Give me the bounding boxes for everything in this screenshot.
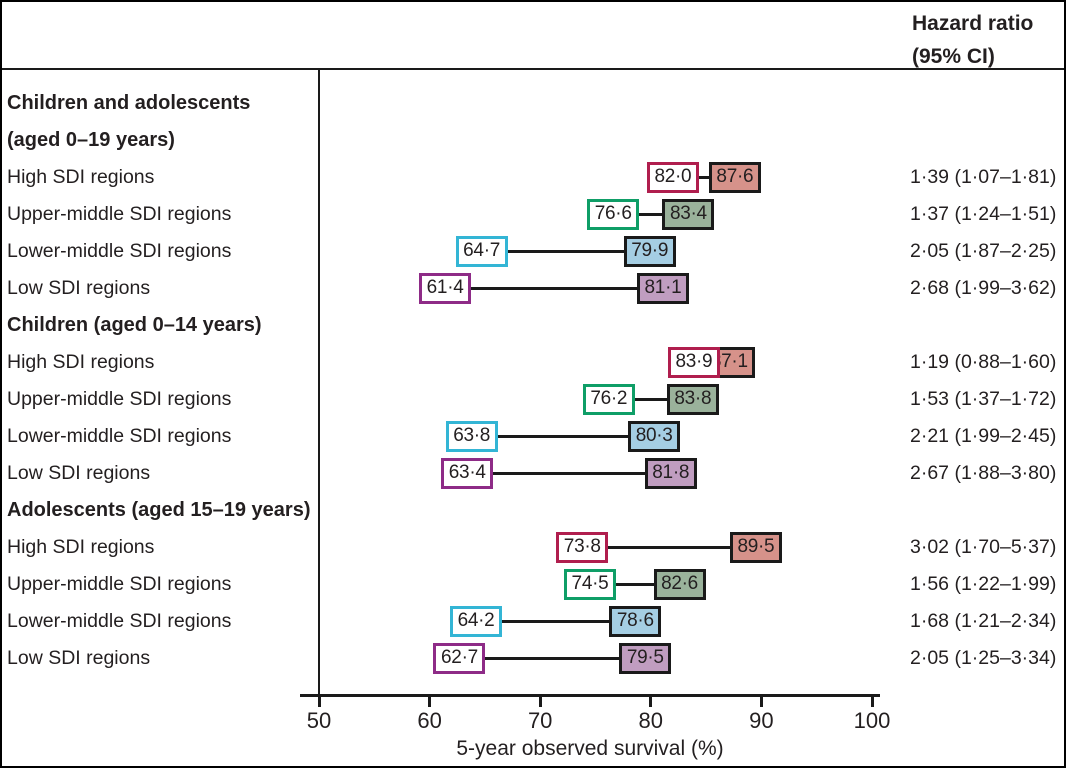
hazard-ratio-value: 2·05 (1·25–3·34) bbox=[910, 647, 1057, 669]
hazard-ratio-value: 1·68 (1·21–2·34) bbox=[910, 610, 1057, 632]
connector-line bbox=[471, 434, 655, 438]
connector-line bbox=[608, 397, 693, 401]
survival-box-start: 64·7 bbox=[455, 235, 508, 267]
group-header: Children and adolescents bbox=[7, 92, 251, 114]
survival-box-start: 63·8 bbox=[445, 420, 498, 452]
hazard-ratio-header-line2: (95% CI) bbox=[912, 45, 995, 68]
hazard-ratio-value: 2·68 (1·99–3·62) bbox=[910, 277, 1057, 299]
connector-line bbox=[672, 175, 735, 179]
hazard-ratio-value: 1·56 (1·22–1·99) bbox=[910, 573, 1057, 595]
row-label: Upper-middle SDI regions bbox=[7, 203, 232, 225]
survival-box-start: 64·2 bbox=[450, 605, 503, 637]
group-header: Children (aged 0–14 years) bbox=[7, 314, 262, 336]
header-divider-line bbox=[2, 68, 1064, 70]
survival-box-end: 81·1 bbox=[636, 272, 689, 304]
group-header: Adolescents (aged 15–19 years) bbox=[7, 499, 311, 521]
x-tick-label: 60 bbox=[417, 708, 442, 733]
connector-line bbox=[467, 471, 671, 475]
group-header: (aged 0–19 years) bbox=[7, 129, 175, 151]
hazard-ratio-value: 1·37 (1·24–1·51) bbox=[910, 203, 1057, 225]
hazard-ratio-header-line1: Hazard ratio bbox=[912, 12, 1034, 35]
row-label: Lower-middle SDI regions bbox=[7, 610, 232, 632]
row-label: Lower-middle SDI regions bbox=[7, 240, 232, 262]
row-label: High SDI regions bbox=[7, 351, 155, 373]
row-label: Low SDI regions bbox=[7, 277, 151, 299]
x-axis-title: 5-year observed survival (%) bbox=[456, 737, 724, 760]
hazard-ratio-value: 1·39 (1·07–1·81) bbox=[910, 166, 1057, 188]
x-axis-line bbox=[300, 694, 880, 697]
connector-line bbox=[589, 582, 680, 586]
x-tick bbox=[317, 697, 321, 707]
row-label: Low SDI regions bbox=[7, 647, 151, 669]
connector-line bbox=[613, 212, 689, 216]
hazard-ratio-column-header: Hazard ratio (95% CI) bbox=[912, 7, 1033, 73]
x-tick bbox=[538, 697, 542, 707]
survival-box-end: 79·9 bbox=[623, 235, 676, 267]
survival-box-start: 61·4 bbox=[419, 272, 472, 304]
hazard-ratio-value: 2·67 (1·88–3·80) bbox=[910, 462, 1057, 484]
x-tick-label: 70 bbox=[527, 708, 553, 733]
row-label: Low SDI regions bbox=[7, 462, 151, 484]
hazard-ratio-value: 1·53 (1·37–1·72) bbox=[910, 388, 1057, 410]
row-label: Upper-middle SDI regions bbox=[7, 573, 232, 595]
survival-box-end: 82·6 bbox=[653, 568, 706, 600]
connector-line bbox=[476, 619, 636, 623]
x-tick bbox=[428, 697, 432, 707]
connector-line bbox=[445, 286, 663, 290]
connector-line bbox=[459, 656, 646, 660]
survival-box-start: 82·0 bbox=[646, 161, 699, 193]
axis-vertical-line bbox=[318, 70, 320, 707]
survival-box-start: 73·8 bbox=[556, 531, 609, 563]
hazard-ratio-value: 2·21 (1·99–2·45) bbox=[910, 425, 1057, 447]
survival-box-start: 74·5 bbox=[563, 568, 616, 600]
x-tick bbox=[649, 697, 653, 707]
x-tick bbox=[759, 697, 763, 707]
x-tick-label: 80 bbox=[638, 708, 664, 733]
survival-box-end: 87·6 bbox=[708, 161, 761, 193]
row-label: Lower-middle SDI regions bbox=[7, 425, 232, 447]
survival-box-end: 83·4 bbox=[662, 198, 715, 230]
survival-box-start: 83·9 bbox=[667, 346, 720, 378]
survival-box-end: 83·8 bbox=[666, 383, 719, 415]
survival-box-start: 62·7 bbox=[433, 642, 486, 674]
hazard-ratio-value: 3·02 (1·70–5·37) bbox=[910, 536, 1057, 558]
survival-box-end: 89·5 bbox=[729, 531, 782, 563]
row-label: Upper-middle SDI regions bbox=[7, 388, 232, 410]
row-label: High SDI regions bbox=[7, 166, 155, 188]
survival-box-start: 76·2 bbox=[582, 383, 635, 415]
x-tick bbox=[870, 697, 874, 707]
connector-line bbox=[481, 249, 650, 253]
hazard-ratio-value: 2·05 (1·87–2·25) bbox=[910, 240, 1057, 262]
survival-box-start: 63·4 bbox=[441, 457, 494, 489]
survival-box-end: 80·3 bbox=[628, 420, 681, 452]
x-tick-label: 50 bbox=[306, 708, 332, 733]
connector-line bbox=[582, 545, 756, 549]
x-tick-label: 100 bbox=[853, 708, 891, 733]
survival-box-end: 78·6 bbox=[609, 605, 662, 637]
x-tick-label: 90 bbox=[749, 708, 774, 733]
survival-box-end: 81·8 bbox=[644, 457, 697, 489]
survival-box-start: 76·6 bbox=[587, 198, 640, 230]
row-label: High SDI regions bbox=[7, 536, 155, 558]
survival-box-end: 79·5 bbox=[619, 642, 672, 674]
hazard-ratio-value: 1·19 (0·88–1·60) bbox=[910, 351, 1057, 373]
